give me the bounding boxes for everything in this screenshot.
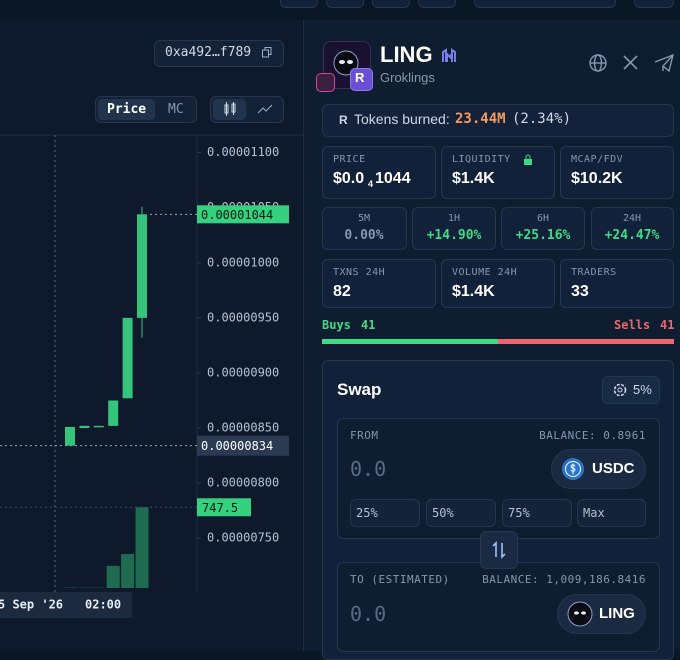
bar-segment [498, 339, 674, 344]
from-amount[interactable]: 0.0 [350, 457, 386, 481]
search-box[interactable] [474, 0, 616, 8]
sells-label: Sells [614, 318, 650, 332]
top-button[interactable] [326, 0, 364, 8]
price-digits: 1044 [375, 170, 411, 188]
y-tick-label: 0.00001000 [207, 255, 279, 269]
change-value: +25.16% [501, 228, 585, 243]
candle-body [65, 427, 75, 446]
last-price-label: 0.00001044 [201, 208, 273, 222]
stat-label: LIQUIDITY [452, 154, 511, 165]
preset-label[interactable]: 75% [508, 506, 530, 520]
burn-label: Tokens burned: [354, 111, 450, 127]
to-label: TO (ESTIMATED) [350, 573, 450, 586]
volume-bar [121, 554, 134, 588]
y-tick-label: 0.00000950 [207, 310, 279, 324]
burn-badge: R [339, 113, 348, 127]
change-label: 6H [503, 213, 583, 224]
to-balance: BALANCE: 1,009,186.8416 [482, 573, 646, 586]
change-value: +14.90% [412, 228, 496, 243]
burn-amount: 23.44M [455, 111, 506, 127]
change-value: 0.00% [322, 228, 406, 243]
from-token[interactable]: USDC [592, 460, 635, 477]
y-tick-label: 0.00000850 [207, 421, 279, 435]
lock-icon [523, 154, 533, 165]
candle-body [123, 318, 133, 398]
preset-label[interactable]: Max [583, 506, 605, 520]
change-value: +24.47% [590, 228, 674, 243]
verified-icon [441, 48, 457, 64]
x-label: 5 Sep '26 [0, 598, 63, 612]
candle-body [137, 214, 147, 318]
price-prefix: $0.0 [333, 170, 364, 188]
address[interactable]: 0xa492…f789 [165, 45, 251, 60]
volume-label: 747.5 [202, 501, 238, 515]
buys-count: 41 [361, 318, 375, 332]
from-label: FROM [350, 429, 379, 442]
candle-icon [222, 102, 238, 116]
preset-label[interactable]: 50% [432, 506, 454, 520]
toggle-price[interactable]: Price [107, 102, 146, 117]
sells-count: 41 [660, 318, 674, 332]
stat-value: $1.4K [452, 170, 495, 188]
token-subtitle: Groklings [380, 70, 435, 85]
change-label: 24H [592, 213, 672, 224]
to-amount[interactable]: 0.0 [350, 602, 386, 626]
preset-label[interactable]: 25% [356, 506, 378, 520]
slippage[interactable]: 5% [633, 382, 652, 397]
top-button[interactable] [418, 0, 456, 8]
stat-label: VOLUME 24H [452, 267, 517, 278]
buy-sell-bar [322, 339, 674, 344]
telegram-icon[interactable] [654, 54, 674, 72]
y-tick-label: 0.00000750 [207, 531, 279, 545]
candle-body [94, 426, 104, 428]
flip-icon [490, 541, 508, 559]
stat-value: 33 [571, 283, 589, 301]
swap-title: Swap [337, 380, 381, 400]
toggle-mc[interactable]: MC [168, 102, 184, 117]
top-button[interactable] [634, 0, 674, 8]
gear-icon [612, 382, 628, 398]
stat-label: PRICE [333, 154, 366, 165]
stat-label: MCAP/FDV [571, 154, 623, 165]
change-label: 5M [324, 213, 404, 224]
token-badge-text: R [355, 70, 364, 85]
chain-badge [316, 73, 335, 92]
usdc-icon [561, 457, 585, 481]
candle-body [108, 401, 118, 426]
ling-icon [567, 601, 593, 627]
x-label: 02:00 [85, 598, 121, 612]
stat-value: 82 [333, 283, 351, 301]
top-button[interactable] [372, 0, 410, 8]
stat-label: TRADERS [571, 267, 617, 278]
line-icon[interactable] [257, 102, 273, 116]
website-icon[interactable] [588, 53, 608, 73]
token-name: LING [380, 42, 433, 68]
change-label: 1H [414, 213, 494, 224]
volume-bar [107, 566, 120, 588]
price-zeros: 4 [368, 179, 373, 189]
copy-icon[interactable] [262, 47, 272, 58]
candle-body [79, 426, 89, 428]
x-icon[interactable] [622, 54, 639, 71]
stat-value: $1.4K [452, 283, 495, 301]
from-balance: BALANCE: 0.8961 [539, 429, 646, 442]
y-tick-label: 0.00001100 [207, 145, 279, 159]
buys-label: Buys [322, 318, 351, 332]
crosshair-label: 0.00000834 [201, 439, 273, 453]
stat-value: $10.2K [571, 170, 623, 188]
bar-segment [322, 339, 498, 344]
y-tick-label: 0.00000800 [207, 476, 279, 490]
volume-bar [136, 507, 149, 588]
y-tick-label: 0.00000900 [207, 365, 279, 379]
stat-label: TXNS 24H [333, 267, 385, 278]
burn-percent: (2.34%) [512, 111, 571, 127]
to-token[interactable]: LING [599, 605, 635, 622]
